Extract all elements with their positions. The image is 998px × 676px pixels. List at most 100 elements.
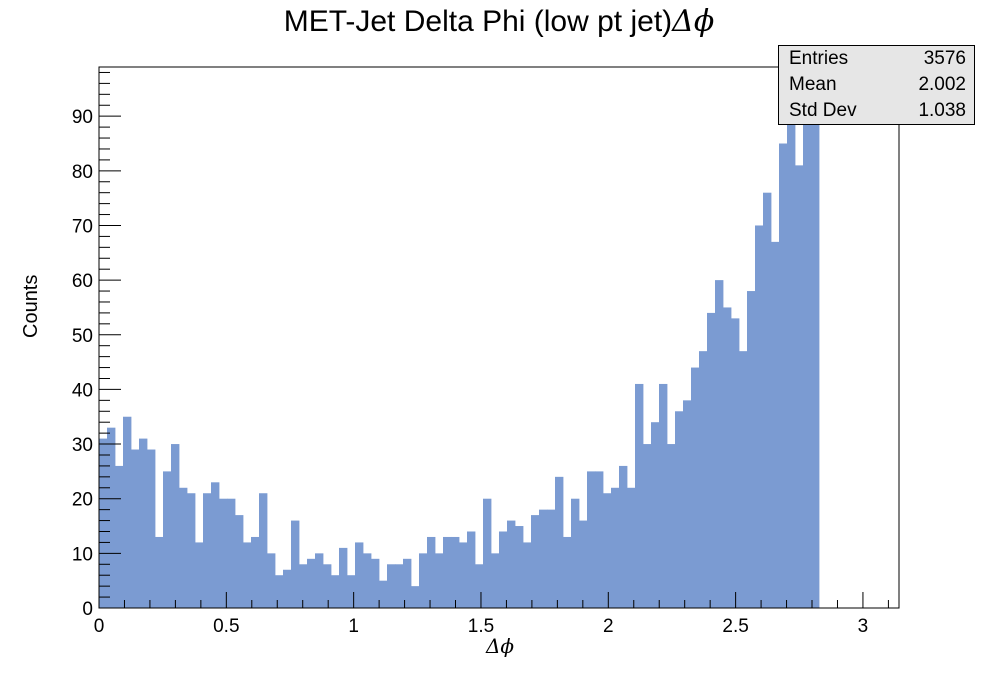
y-tick-label: 50 [72,326,93,347]
histogram-bar [627,487,636,608]
histogram-bar [715,280,724,608]
histogram-bar [635,383,644,608]
histogram-bar [419,553,428,608]
histogram-bar [115,465,124,608]
histogram-bar [483,498,492,608]
histogram-bar [467,531,476,608]
histogram-bar [523,542,532,608]
histogram-bar [667,444,676,608]
histogram-bar [107,427,116,608]
histogram-bar [387,564,396,608]
histogram-bar [395,564,404,608]
y-axis-label: Counts [20,274,42,338]
x-tick-label: 1 [348,616,359,637]
histogram-bar [563,536,572,608]
histogram-bar [427,536,436,608]
histogram-bar [179,487,188,608]
histogram-bar [611,487,620,608]
histogram-bar [747,291,756,608]
histogram-bar [203,493,212,608]
histogram-bar [347,575,356,608]
histogram-bar [291,520,300,608]
x-tick-label: 2 [603,616,614,637]
histogram-bar [803,67,812,608]
y-tick-label: 0 [82,599,93,620]
histogram-bar [531,515,540,608]
histogram-bar [683,400,692,608]
histogram-bar [283,569,292,608]
histogram-bar [379,580,388,608]
y-tick-label: 10 [72,544,93,565]
histogram-bar [475,564,484,608]
stats-std-label: Std Dev [789,100,857,121]
histogram-bar [211,482,220,608]
y-tick-label: 60 [72,271,93,292]
histogram-bar [451,536,460,608]
histogram-bar [691,367,700,608]
histogram-bar [699,351,708,608]
stats-mean-label: Mean [789,74,837,95]
histogram-bar [323,564,332,608]
x-tick-label: 2.5 [722,616,748,637]
stats-entries-label: Entries [789,48,849,69]
histogram-bar [131,449,140,608]
histogram-bar [595,471,604,608]
histogram-bar [499,531,508,608]
histogram-bar [755,225,764,609]
histogram-bar [307,558,316,608]
histogram-bar [491,553,500,608]
histogram-bar [459,542,468,608]
y-tick-label: 30 [72,435,93,456]
histogram-bar [299,564,308,608]
x-tick-label: 0 [94,616,105,637]
histogram-bar [731,318,740,608]
histogram-bar [171,444,180,608]
histogram-bar [363,553,372,608]
histogram-bar [779,143,788,608]
chart-title-symbol: Δϕ [672,4,715,39]
histogram-bar [267,553,276,608]
histogram-bar [795,165,804,608]
histogram-bar [243,542,252,608]
histogram-bar [99,438,108,608]
histogram-bar [331,575,340,608]
histogram-bar [787,67,796,608]
histogram-bar [435,553,444,608]
histogram-bar [555,476,564,608]
histogram-bar [515,526,524,608]
histogram-bar [643,444,652,608]
histogram-bar [235,515,244,608]
histogram-bar [219,498,228,608]
stats-std-value: 1.038 [918,100,966,121]
histogram-bar [403,558,412,608]
histogram-bar [507,520,516,608]
histogram-bar [339,547,348,608]
histogram-bar [659,383,668,608]
histogram-bar [155,536,164,608]
histogram-bar [811,67,820,608]
histogram-bar [579,520,588,608]
chart-title-text: MET-Jet Delta Phi (low pt jet) [283,5,673,38]
plot-frame [98,66,900,609]
histogram-bar [763,192,772,608]
y-tick-label: 90 [72,107,93,128]
x-tick-label: 0.5 [213,616,239,637]
histogram-bar [195,542,204,608]
histogram-bar [547,509,556,608]
histogram-bar [123,416,132,608]
x-tick-label: 1.5 [468,616,494,637]
histogram-bar [571,498,580,608]
histogram-bar [587,471,596,608]
histogram-bar [771,241,780,608]
histogram-bar [147,449,156,608]
y-tick-label: 70 [72,216,93,237]
histogram-bar [163,471,172,608]
y-tick-label: 20 [72,490,93,511]
histogram-bar [539,509,548,608]
histogram-bar [251,536,260,608]
y-tick-label: 40 [72,380,93,401]
x-axis-label: Δϕ [485,634,515,658]
histogram-bar [275,575,284,608]
y-tick-label: 80 [72,162,93,183]
